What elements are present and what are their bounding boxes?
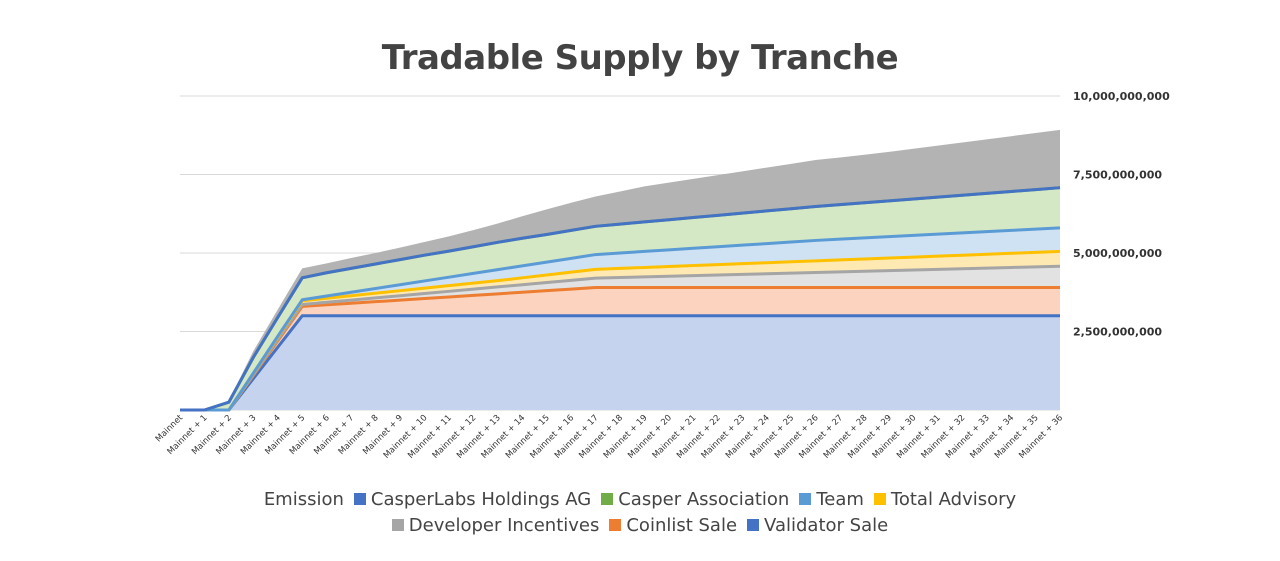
legend-item: Casper Association [601,489,789,510]
legend-swatch [799,493,812,505]
legend-title: Emission [263,488,344,510]
area-casper-association [180,187,1060,410]
legend-item: Team [799,489,864,510]
x-tick-label: Mainnet + 36 [1017,413,1065,461]
legend-label: Total Advisory [890,488,1017,510]
y-tick-label: 2,500,000,000 [1073,326,1162,339]
legend-swatch [601,493,614,505]
legend-row-2: Developer Incentives Coinlist Sale Validat… [0,512,1280,538]
legend: Emission CasperLabs Holdings AG Casper As… [0,486,1280,538]
line-developer-incentives [180,264,1061,412]
legend-item: Coinlist Sale [609,515,737,536]
y-tick-label: 7,500,000,000 [1073,169,1162,182]
y-axis-ticks: 2,500,000,000 5,000,000,000 7,500,000,000 1… [1073,90,1170,339]
line-casperlabs-holdings-ag [180,186,1061,412]
area-validator-sale [180,315,1060,410]
line-team [180,226,1061,412]
legend-item: Developer Incentives [391,514,600,536]
y-tick-label: 10,000,000,000 [1073,90,1170,103]
legend-item: Total Advisory [873,488,1017,510]
legend-label: CasperLabs Holdings AG [370,488,592,510]
legend-swatch [747,519,760,531]
area-developer-incentives [180,266,1060,410]
line-layer [180,186,1061,412]
legend-label: Team [816,488,864,510]
legend-swatch [353,493,366,505]
area-team [180,227,1060,410]
legend-row-1: Emission CasperLabs Holdings AG Casper As… [0,486,1280,512]
legend-item: Validator Sale [747,515,888,536]
area-coinlist-sale [180,287,1060,410]
legend-label: Casper Association [618,488,790,510]
y-tick-label: 5,000,000,000 [1073,247,1162,260]
legend-label: Validator Sale [764,514,889,536]
legend-swatch [873,493,886,505]
area-emission [180,129,1060,410]
legend-item: CasperLabs Holdings AG [353,488,592,510]
chart-plot: 2,500,000,000 5,000,000,000 7,500,000,000 1… [154,90,1170,461]
line-total-advisory [180,249,1061,412]
legend-swatch [609,519,622,531]
line-validator-sale [180,314,1060,412]
chart-title: Tradable Supply by Tranche [381,38,899,78]
legend-label: Developer Incentives [408,514,600,536]
legend-swatch [391,519,404,531]
line-coinlist-sale [180,286,1060,412]
legend-label: Coinlist Sale [626,514,738,536]
